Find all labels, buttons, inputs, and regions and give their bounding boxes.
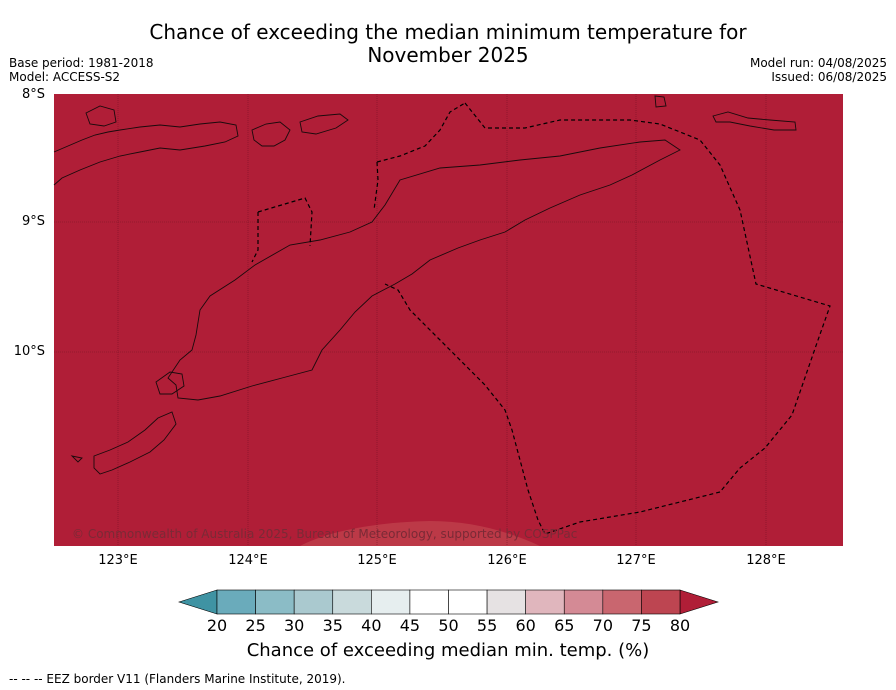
colorbar-cell bbox=[486, 589, 526, 615]
colorbar-tick-label: 60 bbox=[515, 616, 536, 635]
island-small-4 bbox=[654, 95, 667, 108]
island-small-3 bbox=[299, 113, 349, 135]
island-small-1 bbox=[85, 105, 117, 127]
gridlines bbox=[54, 94, 843, 546]
colorbar-cell bbox=[409, 589, 449, 615]
colorbar bbox=[178, 589, 719, 615]
colorbar-tick-label: 70 bbox=[592, 616, 614, 635]
lon-label-123e: 123°E bbox=[98, 553, 138, 568]
colorbar-cell bbox=[602, 589, 642, 615]
lat-label-8s: 8°S bbox=[21, 87, 45, 102]
colorbar-tick-label: 65 bbox=[554, 616, 575, 635]
colorbar-cell bbox=[371, 589, 411, 615]
eez-border-south bbox=[384, 283, 721, 535]
colorbar-cell bbox=[332, 589, 372, 615]
island-north-coastline bbox=[53, 121, 239, 186]
meta-left: Base period: 1981-2018 Model: ACCESS-S2 bbox=[9, 56, 154, 84]
colorbar-tick-label: 35 bbox=[322, 616, 343, 635]
colorbar-label: Chance of exceeding median min. temp. (%… bbox=[246, 640, 650, 661]
lon-label-124e: 124°E bbox=[228, 553, 268, 568]
issued-date: Issued: 06/08/2025 bbox=[771, 70, 887, 84]
model-name: Model: ACCESS-S2 bbox=[9, 70, 121, 84]
eez-border-north bbox=[373, 102, 466, 211]
colorbar-tick-label: 40 bbox=[361, 616, 382, 635]
colorbar-tick-label: 20 bbox=[206, 616, 228, 635]
lat-label-10s: 10°S bbox=[13, 344, 45, 359]
colorbar-tick-label: 45 bbox=[399, 616, 421, 635]
colorbar-tick-label: 55 bbox=[476, 616, 498, 635]
lon-label-125e: 125°E bbox=[357, 553, 397, 568]
rote-island-coastline bbox=[93, 411, 177, 475]
timor-coastline bbox=[167, 139, 681, 401]
base-period: Base period: 1981-2018 bbox=[9, 56, 154, 70]
colorbar-cell bbox=[641, 589, 681, 615]
footnote: -- -- -- EEZ border V11 (Flanders Marine… bbox=[9, 672, 346, 686]
map-panel bbox=[54, 94, 843, 546]
colorbar-tick-label: 30 bbox=[283, 616, 305, 635]
warm-anomaly-lighter-area bbox=[300, 521, 540, 546]
map-title-line1: Chance of exceeding the median minimum t… bbox=[149, 20, 747, 44]
eez-border-oecusse bbox=[251, 197, 313, 263]
island-small-5 bbox=[712, 111, 797, 131]
coastlines bbox=[53, 95, 797, 475]
lon-label-127e: 127°E bbox=[616, 553, 656, 568]
island-small-2 bbox=[251, 121, 291, 147]
lon-label-126e: 126°E bbox=[487, 553, 527, 568]
colorbar-cell bbox=[293, 589, 334, 615]
colorbar-tick-label: 80 bbox=[669, 616, 691, 635]
island-small-6 bbox=[70, 455, 83, 463]
colorbar-under-arrow bbox=[178, 589, 218, 615]
lat-label-9s: 9°S bbox=[21, 214, 45, 229]
colorbar-tick-label: 25 bbox=[245, 616, 266, 635]
colorbar-cell bbox=[255, 589, 295, 615]
colorbar-cell bbox=[448, 589, 488, 615]
semau-island-coastline bbox=[155, 371, 185, 395]
colorbar-cell bbox=[563, 589, 604, 615]
copyright-notice: © Commonwealth of Australia 2025, Bureau… bbox=[72, 527, 578, 541]
map-title-line2: November 2025 bbox=[367, 43, 529, 67]
lon-label-128e: 128°E bbox=[746, 553, 786, 568]
colorbar-tick-label: 75 bbox=[631, 616, 652, 635]
colorbar-tick-label: 50 bbox=[438, 616, 459, 635]
model-run-date: Model run: 04/08/2025 bbox=[749, 56, 887, 70]
colorbar-cell bbox=[525, 589, 565, 615]
colorbar-cell bbox=[216, 589, 256, 615]
colorbar-over-arrow bbox=[679, 589, 719, 615]
eez-borders bbox=[251, 102, 831, 535]
meta-right: Model run: 04/08/2025 Issued: 06/08/2025 bbox=[750, 56, 887, 84]
